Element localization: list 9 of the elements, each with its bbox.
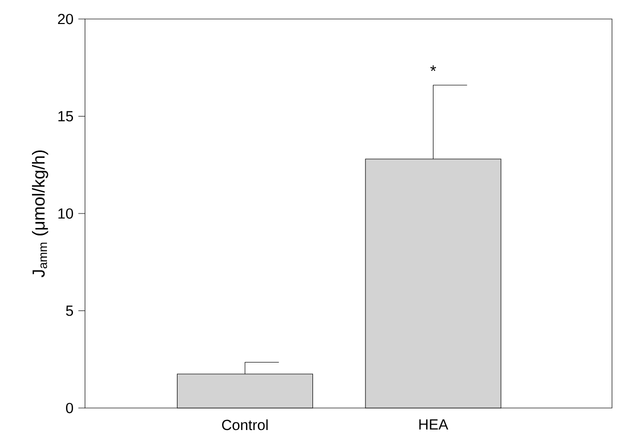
y-tick-label: 20	[58, 14, 74, 24]
y-tick-label: 5	[66, 306, 73, 316]
y-tick-label: 15	[58, 111, 73, 122]
x-tick-label: HEA	[419, 419, 448, 430]
y-tick-label: 10	[58, 208, 74, 219]
x-tick-label: Control	[222, 419, 268, 430]
y-axis-title: J$_{amm}$ (μmol/kg/h)	[32, 150, 48, 278]
annotation: *	[430, 65, 436, 72]
y-tick-label: 0	[66, 402, 74, 414]
